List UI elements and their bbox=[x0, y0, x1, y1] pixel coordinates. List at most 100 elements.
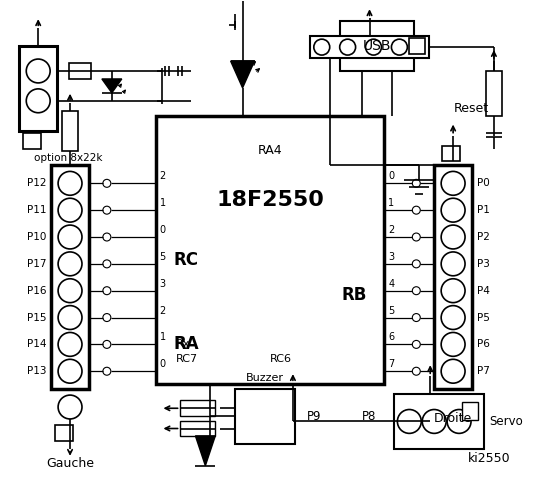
Bar bbox=[235, 389, 295, 444]
Circle shape bbox=[366, 39, 382, 55]
Circle shape bbox=[58, 225, 82, 249]
Bar bbox=[51, 166, 89, 389]
Text: 2: 2 bbox=[388, 225, 395, 235]
Circle shape bbox=[103, 367, 111, 375]
Circle shape bbox=[441, 279, 465, 302]
Circle shape bbox=[58, 360, 82, 383]
Bar bbox=[462, 402, 478, 420]
Bar bbox=[19, 46, 57, 131]
Text: RA4: RA4 bbox=[258, 144, 283, 157]
Bar bbox=[394, 394, 484, 449]
Text: 3: 3 bbox=[388, 252, 394, 262]
Text: 0: 0 bbox=[388, 171, 394, 181]
Circle shape bbox=[58, 171, 82, 195]
Bar bbox=[23, 132, 41, 148]
Text: Servo: Servo bbox=[489, 415, 523, 428]
Text: 6: 6 bbox=[388, 333, 394, 342]
Bar bbox=[409, 38, 425, 54]
Circle shape bbox=[441, 252, 465, 276]
Circle shape bbox=[340, 39, 356, 55]
Text: RC7: RC7 bbox=[175, 354, 197, 364]
Bar bbox=[180, 400, 215, 416]
Text: P12: P12 bbox=[27, 179, 46, 188]
Text: RB: RB bbox=[341, 286, 367, 304]
Circle shape bbox=[58, 279, 82, 302]
Circle shape bbox=[441, 333, 465, 356]
Circle shape bbox=[413, 233, 420, 241]
Text: P14: P14 bbox=[27, 339, 46, 349]
Circle shape bbox=[413, 367, 420, 375]
Circle shape bbox=[103, 206, 111, 214]
Circle shape bbox=[392, 39, 408, 55]
Circle shape bbox=[413, 287, 420, 295]
Circle shape bbox=[103, 260, 111, 268]
Circle shape bbox=[413, 260, 420, 268]
Text: P0: P0 bbox=[477, 179, 490, 188]
Text: 4: 4 bbox=[388, 279, 394, 288]
Text: ki2550: ki2550 bbox=[468, 452, 510, 465]
Circle shape bbox=[26, 89, 50, 113]
Circle shape bbox=[398, 409, 421, 433]
Bar bbox=[55, 425, 73, 441]
Circle shape bbox=[441, 198, 465, 222]
Circle shape bbox=[58, 395, 82, 419]
Circle shape bbox=[103, 313, 111, 322]
Text: P11: P11 bbox=[27, 205, 46, 215]
Circle shape bbox=[413, 180, 420, 187]
Text: 3: 3 bbox=[160, 279, 166, 288]
Text: P16: P16 bbox=[27, 286, 46, 296]
Circle shape bbox=[103, 180, 111, 187]
Bar bbox=[180, 420, 215, 436]
Text: P9: P9 bbox=[307, 410, 321, 423]
Circle shape bbox=[447, 409, 471, 433]
Text: 2: 2 bbox=[160, 306, 166, 315]
Text: P3: P3 bbox=[477, 259, 490, 269]
Text: 0: 0 bbox=[160, 225, 166, 235]
Circle shape bbox=[413, 313, 420, 322]
Bar bbox=[310, 36, 429, 58]
Circle shape bbox=[441, 171, 465, 195]
Text: 7: 7 bbox=[388, 359, 395, 369]
Text: Gauche: Gauche bbox=[46, 457, 94, 470]
Text: 1: 1 bbox=[160, 198, 166, 208]
Bar bbox=[69, 63, 91, 79]
Text: Buzzer: Buzzer bbox=[246, 373, 284, 383]
Text: P17: P17 bbox=[27, 259, 46, 269]
Circle shape bbox=[58, 306, 82, 329]
Text: 5: 5 bbox=[160, 252, 166, 262]
Circle shape bbox=[103, 287, 111, 295]
Bar bbox=[434, 166, 472, 389]
Text: P13: P13 bbox=[27, 366, 46, 376]
Text: RC6: RC6 bbox=[270, 354, 292, 364]
Circle shape bbox=[422, 409, 446, 433]
Text: 18F2550: 18F2550 bbox=[216, 190, 324, 210]
Text: P10: P10 bbox=[27, 232, 46, 242]
Circle shape bbox=[103, 340, 111, 348]
Circle shape bbox=[103, 233, 111, 241]
Circle shape bbox=[441, 360, 465, 383]
Text: P7: P7 bbox=[477, 366, 490, 376]
Circle shape bbox=[441, 306, 465, 329]
Text: Droite: Droite bbox=[434, 412, 472, 425]
Bar bbox=[62, 111, 78, 151]
Text: P2: P2 bbox=[477, 232, 490, 242]
Text: 5: 5 bbox=[388, 306, 395, 315]
Bar bbox=[486, 71, 502, 116]
Polygon shape bbox=[195, 436, 215, 466]
Polygon shape bbox=[231, 61, 254, 88]
Bar bbox=[442, 145, 460, 161]
Text: P5: P5 bbox=[477, 312, 490, 323]
Circle shape bbox=[26, 59, 50, 83]
Text: RA: RA bbox=[174, 336, 199, 353]
Polygon shape bbox=[102, 79, 122, 93]
Bar bbox=[155, 116, 384, 384]
Text: P1: P1 bbox=[477, 205, 490, 215]
Text: 0: 0 bbox=[160, 359, 166, 369]
Circle shape bbox=[314, 39, 330, 55]
Circle shape bbox=[413, 206, 420, 214]
Bar bbox=[340, 21, 414, 71]
Text: option 8x22k: option 8x22k bbox=[34, 154, 102, 164]
Text: P8: P8 bbox=[362, 410, 377, 423]
Circle shape bbox=[58, 333, 82, 356]
Circle shape bbox=[413, 340, 420, 348]
